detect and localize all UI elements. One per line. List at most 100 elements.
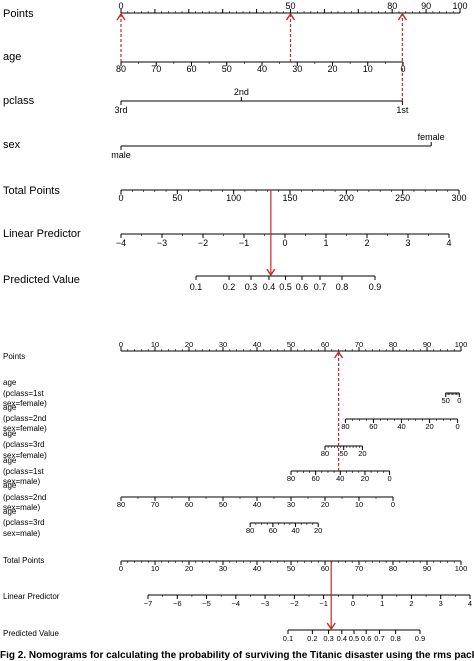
bottom-age_1st_m-label-line: (pclass=1st xyxy=(3,467,44,476)
bottom-age_2nd_m-tick-label: 30 xyxy=(287,500,295,509)
bottom-age_1st_m-tick-label: 80 xyxy=(287,474,295,483)
bottom-points-tick-label: 30 xyxy=(219,340,227,349)
bottom-age_1st_f-label-line: age xyxy=(3,378,17,387)
top-pred-tick-label: 0.9 xyxy=(369,282,382,292)
top-total-tick-label: 250 xyxy=(395,193,410,203)
bottom-age_3rd_m-tick-label: 20 xyxy=(314,526,322,535)
top-lp-tick-label: −4 xyxy=(116,238,126,248)
bottom-age_2nd_f-tick-label: 0 xyxy=(456,422,460,431)
bottom-total-tick-label: 30 xyxy=(219,564,227,573)
top-points-tick-label: 100 xyxy=(452,1,467,11)
top-points-tick-label: 80 xyxy=(387,1,397,11)
bottom-pred-tick-label: 0.9 xyxy=(415,634,425,643)
bottom-points-tick-label: 70 xyxy=(355,340,363,349)
bottom-lp-tick-label: −5 xyxy=(202,599,211,608)
bottom-age_1st_f-label-line: (pclass=1st xyxy=(3,389,44,398)
top-total-tick-label: 300 xyxy=(451,193,466,203)
bottom-total-tick-label: 60 xyxy=(321,564,329,573)
bottom-age_3rd_f-tick-label: 20 xyxy=(358,449,366,458)
top-age-tick-label: 20 xyxy=(327,64,337,74)
bottom-age_3rd_m-label-line: (pclass=3rd xyxy=(3,518,45,527)
bottom-total-tick-label: 0 xyxy=(119,564,123,573)
top-pclass-level-label: 3rd xyxy=(114,105,127,115)
top-lp-tick-label: 3 xyxy=(405,238,410,248)
top-pred-tick-label: 0.7 xyxy=(314,282,327,292)
bottom-age_2nd_m-label-line: (pclass=2nd xyxy=(3,493,46,502)
top-total-tick-label: 100 xyxy=(226,193,241,203)
bottom-projection-arrow xyxy=(326,622,336,631)
bottom-total-label: Total Points xyxy=(3,556,44,565)
top-sex-level-label: male xyxy=(111,150,131,160)
bottom-age_1st_m-label-line: age xyxy=(3,456,17,465)
bottom-total-tick-label: 20 xyxy=(185,564,193,573)
bottom-pred-tick-label: 0.8 xyxy=(390,634,400,643)
top-age-tick-label: 60 xyxy=(186,64,196,74)
bottom-age_3rd_m-label-line: sex=male) xyxy=(3,529,40,538)
bottom-age_1st_f-tick-label: 0 xyxy=(457,396,461,405)
top-lp-tick-label: −2 xyxy=(198,238,208,248)
bottom-total-tick-label: 90 xyxy=(423,564,431,573)
bottom-total-tick-label: 10 xyxy=(151,564,159,573)
bottom-age_2nd_m-tick-label: 60 xyxy=(185,500,193,509)
bottom-age_1st_m-tick-label: 40 xyxy=(336,474,344,483)
bottom-age_2nd_f-label-line: age xyxy=(3,403,17,412)
bottom-lp-tick-label: 1 xyxy=(380,599,384,608)
top-pred-tick-label: 0.5 xyxy=(279,282,292,292)
bottom-age_1st_m-tick-label: 0 xyxy=(388,474,392,483)
top-age-tick-label: 40 xyxy=(257,64,267,74)
top-total-tick-label: 150 xyxy=(282,193,297,203)
top-total-label: Total Points xyxy=(3,185,60,197)
top-age-tick-label: 30 xyxy=(292,64,302,74)
bottom-total-tick-label: 100 xyxy=(455,564,468,573)
bottom-points-tick-label: 60 xyxy=(321,340,329,349)
bottom-lp-tick-label: −6 xyxy=(173,599,182,608)
bottom-points-tick-label: 10 xyxy=(151,340,159,349)
top-projection-arrow xyxy=(397,12,407,21)
bottom-age_1st_m-tick-label: 60 xyxy=(311,474,319,483)
top-projection-arrow xyxy=(116,12,126,21)
top-age-tick-label: 80 xyxy=(116,64,126,74)
bottom-age_3rd_m-tick-label: 60 xyxy=(269,526,277,535)
bottom-points-tick-label: 50 xyxy=(287,340,295,349)
bottom-pred-label: Predicted Value xyxy=(3,629,59,638)
bottom-age_1st_m-tick-label: 20 xyxy=(361,474,369,483)
bottom-age_3rd_f-tick-label: 80 xyxy=(321,449,329,458)
bottom-points-label: Points xyxy=(3,352,25,361)
top-pred-tick-label: 0.2 xyxy=(223,282,236,292)
bottom-age_3rd_f-label-line: age xyxy=(3,429,17,438)
bottom-age_2nd_m-tick-label: 0 xyxy=(391,500,395,509)
bottom-pred-tick-label: 0.2 xyxy=(307,634,317,643)
bottom-lp-tick-label: 3 xyxy=(439,599,443,608)
bottom-age_2nd_m-tick-label: 10 xyxy=(355,500,363,509)
bottom-projection-arrow xyxy=(334,350,344,359)
bottom-age_3rd_m-tick-label: 40 xyxy=(291,526,299,535)
top-age-tick-label: 50 xyxy=(222,64,232,74)
bottom-pred-tick-label: 0.3 xyxy=(323,634,333,643)
bottom-age_2nd_f-tick-label: 40 xyxy=(397,422,405,431)
top-total-tick-label: 50 xyxy=(172,193,182,203)
top-pred-tick-label: 0.6 xyxy=(296,282,309,292)
bottom-pred-tick-label: 0.1 xyxy=(283,634,293,643)
bottom-lp-tick-label: −4 xyxy=(232,599,241,608)
bottom-pred-tick-label: 0.6 xyxy=(361,634,371,643)
bottom-lp-tick-label: 0 xyxy=(351,599,355,608)
top-pred-label: Predicted Value xyxy=(3,274,80,286)
top-lp-label: Linear Predictor xyxy=(3,228,81,240)
bottom-lp-tick-label: −7 xyxy=(144,599,153,608)
bottom-total-tick-label: 40 xyxy=(253,564,261,573)
bottom-lp-label: Linear Predictor xyxy=(3,592,60,601)
top-pred-tick-label: 0.8 xyxy=(336,282,349,292)
bottom-points-tick-label: 100 xyxy=(455,340,468,349)
bottom-points-tick-label: 40 xyxy=(253,340,261,349)
bottom-lp-tick-label: −2 xyxy=(290,599,299,608)
bottom-age_2nd_f-tick-label: 20 xyxy=(425,422,433,431)
top-lp-tick-label: 1 xyxy=(323,238,328,248)
bottom-age_1st_f-tick-label: 50 xyxy=(442,396,450,405)
bottom-age_2nd_m-label-line: age xyxy=(3,481,17,490)
top-sex-level-label: female xyxy=(418,132,445,142)
bottom-points-tick-label: 0 xyxy=(119,340,123,349)
top-projection-arrow xyxy=(285,12,296,21)
bottom-age_2nd_f-tick-label: 60 xyxy=(369,422,377,431)
bottom-pred-tick-label: 0.5 xyxy=(349,634,359,643)
